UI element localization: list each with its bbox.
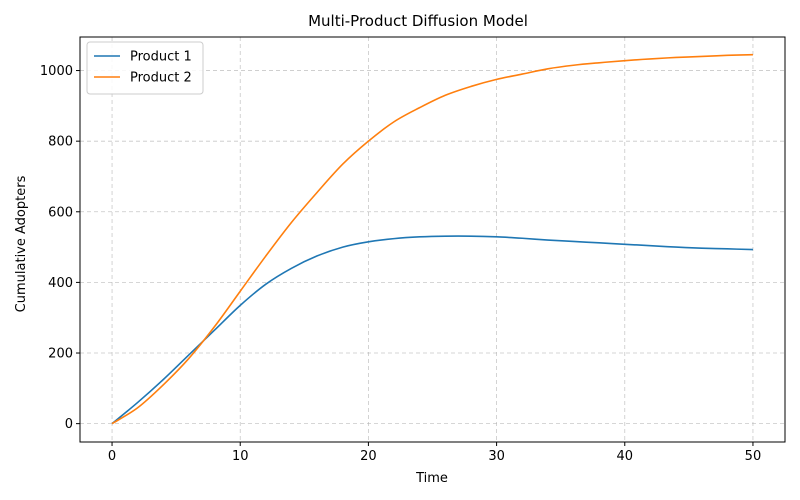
chart-title: Multi-Product Diffusion Model (308, 12, 528, 30)
x-tick-label: 10 (232, 449, 249, 464)
y-tick-label: 1000 (40, 64, 73, 79)
x-tick-label: 30 (488, 449, 505, 464)
x-tick-label: 50 (745, 449, 762, 464)
y-tick-label: 600 (48, 205, 73, 220)
series-line-product-1 (111, 235, 753, 425)
y-tick-label: 400 (48, 276, 73, 291)
x-tick-label: 40 (616, 449, 633, 464)
plot-frame (79, 36, 786, 443)
x-tick-label: 0 (108, 449, 116, 464)
legend-label-product-2: Product 2 (130, 71, 192, 86)
legend-box (86, 41, 204, 95)
y-axis-ticks: 0 200 400 600 800 1000 (40, 64, 80, 432)
y-axis-label: Cumulative Adopters (14, 175, 29, 312)
legend: Product 1 Product 2 (86, 41, 204, 95)
y-tick-label: 200 (48, 347, 73, 362)
x-tick-label: 20 (360, 449, 377, 464)
series-line-product-2 (111, 53, 753, 425)
x-axis-ticks: 0 10 20 30 40 50 (108, 442, 761, 464)
x-axis-label: Time (415, 471, 448, 486)
legend-label-product-1: Product 1 (130, 50, 192, 65)
series-lines (111, 53, 753, 425)
grid-lines (80, 37, 785, 442)
y-tick-label: 800 (48, 135, 73, 150)
y-tick-label: 0 (65, 417, 73, 432)
